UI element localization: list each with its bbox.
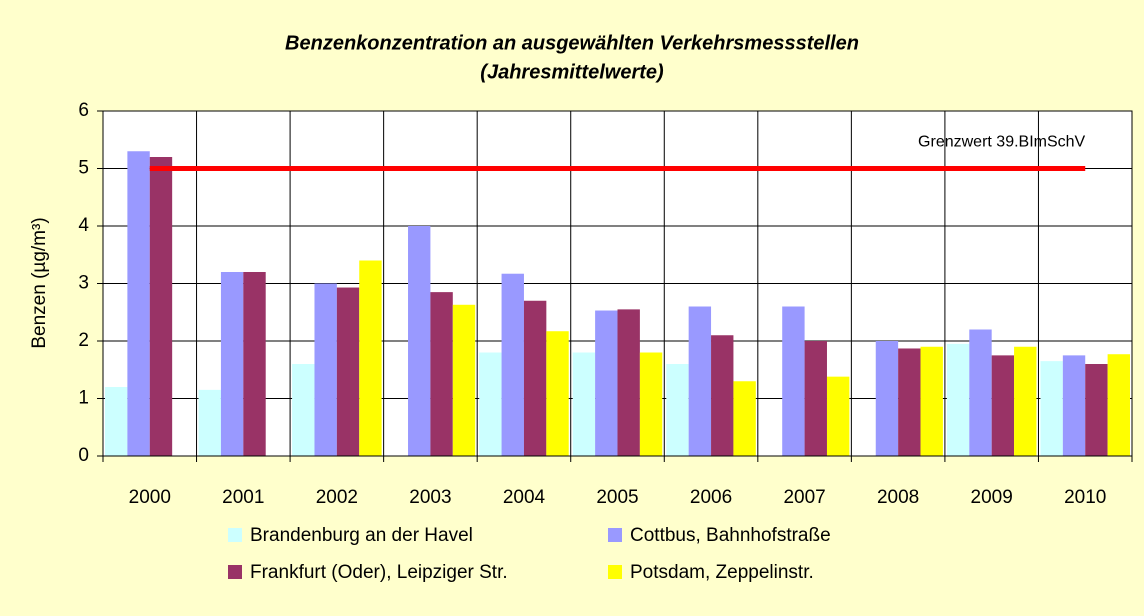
x-tick-label: 2003 xyxy=(409,487,451,508)
bar xyxy=(920,346,943,456)
x-tick-label: 2009 xyxy=(971,487,1013,508)
x-tick-label: 2000 xyxy=(129,487,171,508)
bar xyxy=(1085,364,1108,456)
bar xyxy=(898,348,921,456)
y-tick-label: 2 xyxy=(78,330,89,351)
bar xyxy=(359,260,382,456)
bar xyxy=(617,309,640,456)
y-tick-label: 0 xyxy=(78,445,89,466)
bar xyxy=(991,355,1015,456)
chart-title: Benzenkonzentration an ausgewählten Verk… xyxy=(285,32,859,54)
y-axis-label: Benzen (µg/m³) xyxy=(29,217,50,348)
x-tick-label: 2001 xyxy=(222,487,264,508)
bar xyxy=(479,352,502,456)
bar xyxy=(408,226,431,456)
y-tick-label: 6 xyxy=(78,100,89,121)
y-tick-label: 5 xyxy=(78,158,89,179)
bar xyxy=(501,273,524,456)
bar xyxy=(430,292,453,456)
legend-swatch xyxy=(228,565,242,579)
bar xyxy=(198,389,221,456)
y-tick-label: 3 xyxy=(78,273,89,294)
x-tick-label: 2007 xyxy=(783,487,825,508)
x-tick-label: 2010 xyxy=(1064,487,1106,508)
bar xyxy=(688,306,712,456)
bar xyxy=(452,304,476,456)
legend-swatch xyxy=(608,528,622,542)
bar xyxy=(127,151,150,456)
bar xyxy=(804,341,827,456)
bar xyxy=(523,300,547,456)
legend-label: Potsdam, Zeppelinstr. xyxy=(630,562,814,583)
x-tick-label: 2006 xyxy=(690,487,732,508)
chart-subtitle: (Jahresmittelwerte) xyxy=(480,61,664,83)
y-tick-label: 4 xyxy=(78,215,89,236)
bar xyxy=(875,341,899,456)
bar xyxy=(336,287,360,456)
y-tick-label: 1 xyxy=(78,388,89,409)
bar xyxy=(826,376,850,456)
bar xyxy=(1014,346,1037,456)
bar xyxy=(314,283,337,456)
bar xyxy=(105,387,128,456)
bar xyxy=(546,331,569,456)
x-tick-label: 2005 xyxy=(596,487,638,508)
legend-label: Frankfurt (Oder), Leipziger Str. xyxy=(250,562,508,583)
bar xyxy=(639,352,663,456)
bar xyxy=(292,364,315,456)
bar xyxy=(1040,361,1063,456)
bar xyxy=(243,272,266,456)
legend-label: Cottbus, Bahnhofstraße xyxy=(630,525,831,546)
bar xyxy=(1107,354,1130,456)
bar xyxy=(733,381,756,456)
legend-swatch xyxy=(608,565,622,579)
x-tick-label: 2002 xyxy=(316,487,358,508)
bar xyxy=(149,157,173,456)
bar xyxy=(711,335,734,456)
bar xyxy=(572,352,596,456)
bar xyxy=(1062,355,1086,456)
bar xyxy=(666,364,689,456)
bar xyxy=(946,343,970,456)
limit-label: Grenzwert 39.BImSchV xyxy=(918,134,1086,151)
bar xyxy=(595,310,618,456)
x-tick-label: 2008 xyxy=(877,487,919,508)
bar xyxy=(220,272,244,456)
x-tick-label: 2004 xyxy=(503,487,546,508)
legend-swatch xyxy=(228,528,242,542)
bar xyxy=(782,306,805,456)
legend-label: Brandenburg an der Havel xyxy=(250,525,473,546)
bar xyxy=(969,329,992,456)
plot-border xyxy=(102,110,1133,457)
